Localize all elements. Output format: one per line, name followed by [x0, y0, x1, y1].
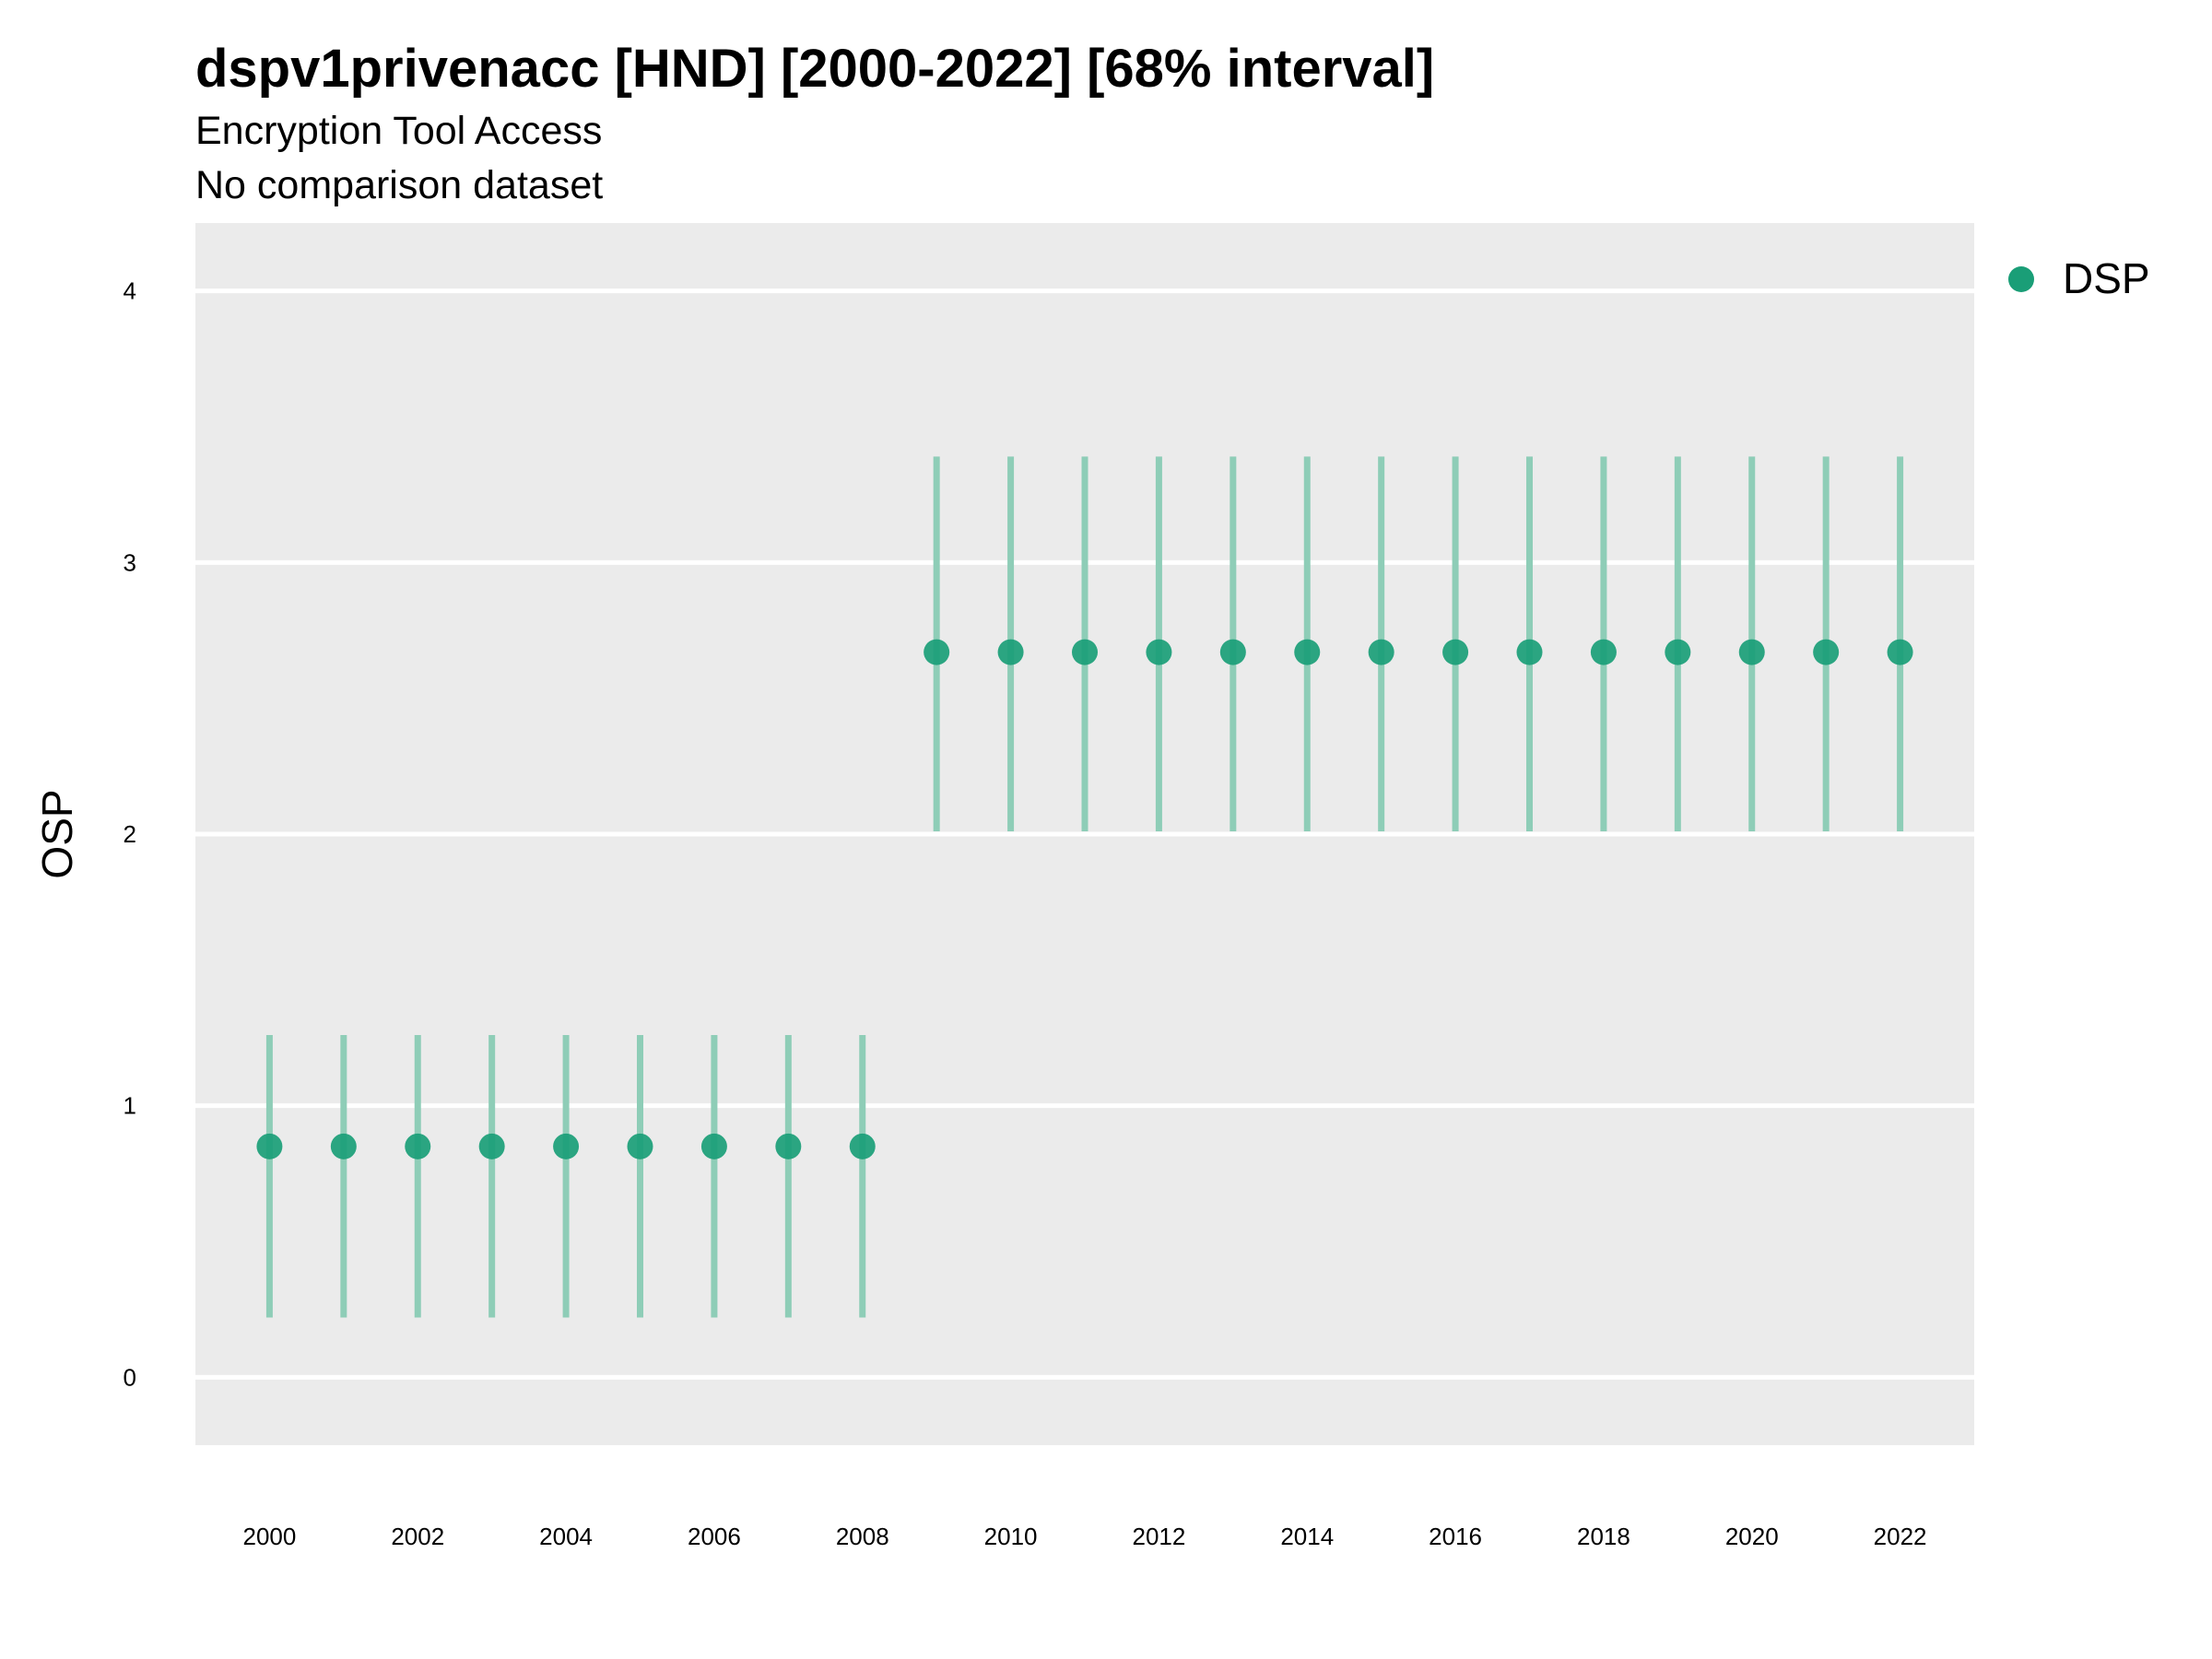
point-2019 — [1665, 639, 1691, 665]
chart-subtitle: Encryption Tool Access — [195, 109, 602, 153]
y-tick-label-1: 1 — [124, 1092, 136, 1120]
point-2008 — [849, 1133, 876, 1159]
point-2011 — [1072, 639, 1098, 665]
x-tick-label-2008: 2008 — [836, 1523, 889, 1550]
x-tick-label-2018: 2018 — [1577, 1523, 1630, 1550]
x-tick-label-2012: 2012 — [1132, 1523, 1185, 1550]
y-tick-label-0: 0 — [124, 1363, 136, 1391]
y-tick-label-3: 3 — [124, 548, 136, 576]
legend-swatch-dsp — [2008, 266, 2034, 292]
x-tick-label-2000: 2000 — [242, 1523, 296, 1550]
x-tick-label-2006: 2006 — [688, 1523, 741, 1550]
point-2000 — [256, 1133, 283, 1159]
y-tick-labels: 0 1 2 3 4 — [124, 277, 136, 1392]
point-2003 — [478, 1133, 505, 1159]
x-tick-label-2020: 2020 — [1725, 1523, 1779, 1550]
x-tick-label-2014: 2014 — [1280, 1523, 1334, 1550]
x-tick-label-2002: 2002 — [391, 1523, 444, 1550]
point-2012 — [1146, 639, 1172, 665]
point-2018 — [1590, 639, 1617, 665]
point-2013 — [1219, 639, 1246, 665]
point-2016 — [1442, 639, 1469, 665]
point-2005 — [627, 1133, 653, 1159]
legend: DSP — [2008, 254, 2150, 302]
point-2014 — [1294, 639, 1321, 665]
point-2022 — [1887, 639, 1913, 665]
chart-caption: No comparison dataset — [195, 163, 603, 207]
x-tick-label-2010: 2010 — [984, 1523, 1038, 1550]
x-tick-label-2004: 2004 — [539, 1523, 593, 1550]
point-2009 — [924, 639, 950, 665]
legend-label-dsp: DSP — [2063, 254, 2150, 302]
y-axis-label: OSP — [33, 789, 81, 878]
point-2020 — [1738, 639, 1765, 665]
point-2001 — [330, 1133, 357, 1159]
x-tick-labels: 2000 2002 2004 2006 2008 2010 2012 2014 2016 2018… — [242, 1523, 1926, 1550]
chart-title: dspv1privenacc [HND] [2000-2022] [68% in… — [195, 39, 1434, 99]
y-tick-label-4: 4 — [124, 277, 136, 305]
y-tick-label-2: 2 — [124, 820, 136, 848]
point-2002 — [405, 1133, 431, 1159]
point-2006 — [700, 1133, 727, 1159]
point-2021 — [1813, 639, 1840, 665]
point-2017 — [1516, 639, 1543, 665]
x-tick-label-2016: 2016 — [1429, 1523, 1482, 1550]
point-2015 — [1368, 639, 1394, 665]
x-tick-label-2022: 2022 — [1874, 1523, 1927, 1550]
point-2004 — [553, 1133, 580, 1159]
point-2010 — [997, 639, 1024, 665]
data-points — [256, 639, 1913, 1159]
point-2007 — [775, 1133, 802, 1159]
